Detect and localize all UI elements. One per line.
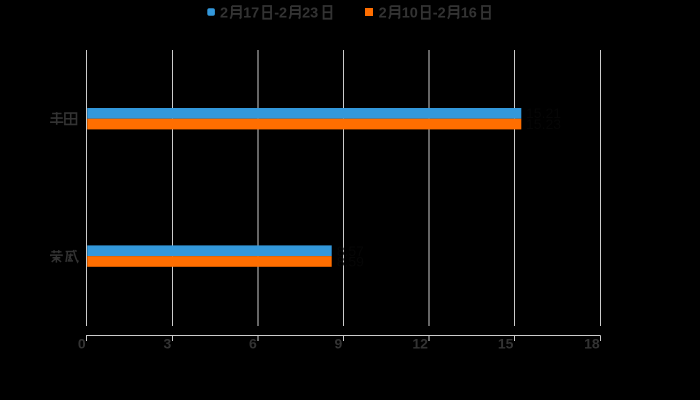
svg-text:9: 9 <box>335 336 343 352</box>
svg-text:23: 23 <box>302 6 318 22</box>
svg-text:0: 0 <box>78 336 86 352</box>
svg-text:-: - <box>433 6 438 22</box>
svg-text:12: 12 <box>412 336 428 352</box>
svg-text:18: 18 <box>584 336 600 352</box>
svg-text:17: 17 <box>243 6 259 22</box>
svg-text:15.21: 15.21 <box>526 105 561 121</box>
svg-text:2: 2 <box>279 6 287 22</box>
svg-text:2: 2 <box>220 6 228 22</box>
svg-text:2: 2 <box>379 6 387 22</box>
svg-text:2: 2 <box>438 6 446 22</box>
svg-text:10: 10 <box>402 6 418 22</box>
svg-text:16: 16 <box>461 6 477 22</box>
svg-text:6: 6 <box>249 336 257 352</box>
svg-text:-: - <box>274 6 279 22</box>
svg-text:3: 3 <box>163 336 171 352</box>
svg-text:15.23: 15.23 <box>526 116 561 132</box>
svg-text:8.57: 8.57 <box>337 243 364 259</box>
svg-text:8.59: 8.59 <box>337 254 364 270</box>
svg-text:15: 15 <box>498 336 514 352</box>
